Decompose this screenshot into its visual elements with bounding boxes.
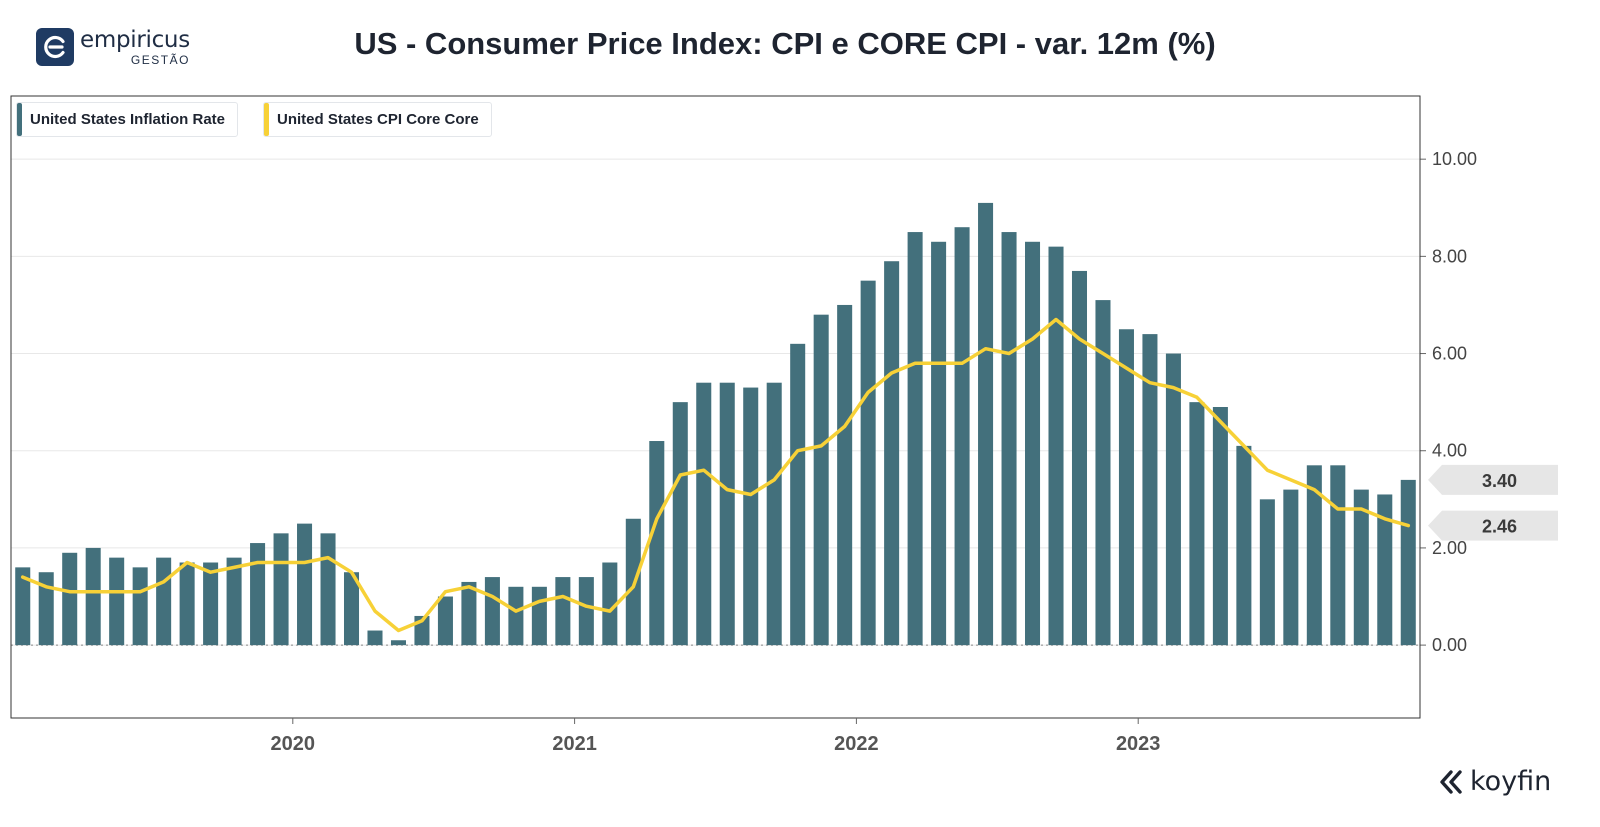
koyfin-wordmark: koyfin bbox=[1470, 766, 1552, 797]
legend-swatch-line bbox=[264, 103, 269, 136]
last-value-tag-core-label: 2.46 bbox=[1482, 517, 1517, 537]
bar bbox=[179, 562, 195, 646]
bar bbox=[38, 572, 54, 646]
bar bbox=[743, 387, 759, 646]
bar bbox=[437, 596, 453, 646]
empiricus-logo: empiricus GESTÃO bbox=[36, 28, 190, 66]
bar bbox=[1142, 334, 1158, 646]
bar bbox=[461, 581, 477, 646]
bar bbox=[343, 572, 360, 646]
y-tick-label: 4.00 bbox=[1432, 441, 1467, 461]
x-tick-label: 2023 bbox=[1116, 733, 1161, 755]
last-value-tag-core bbox=[1428, 510, 1558, 541]
bar bbox=[273, 533, 289, 646]
koyfin-logo: koyfin bbox=[1438, 766, 1551, 797]
bar bbox=[1095, 300, 1111, 646]
bar bbox=[508, 586, 524, 646]
legend-swatch-bar bbox=[17, 103, 22, 136]
last-value-tag-inflation bbox=[1428, 464, 1558, 495]
x-tick-label: 2022 bbox=[834, 733, 879, 755]
bar bbox=[1259, 499, 1275, 646]
y-tick-label: 10.00 bbox=[1432, 149, 1477, 169]
bar bbox=[1353, 489, 1369, 646]
plot-frame bbox=[10, 95, 1421, 719]
bar bbox=[1400, 479, 1416, 646]
bar bbox=[320, 533, 336, 646]
bar bbox=[203, 562, 219, 646]
bar bbox=[132, 567, 148, 646]
legend-item-core[interactable]: United States CPI Core Core bbox=[263, 102, 492, 137]
bar bbox=[1025, 241, 1041, 646]
bar bbox=[484, 577, 500, 646]
bar bbox=[1306, 465, 1322, 646]
last-value-tag-inflation-label: 3.40 bbox=[1482, 471, 1517, 491]
bar bbox=[672, 402, 688, 646]
koyfin-logo-icon bbox=[1440, 769, 1462, 794]
y-tick-label: 8.00 bbox=[1432, 246, 1467, 266]
bar bbox=[85, 547, 101, 646]
bar bbox=[297, 523, 313, 646]
bar bbox=[156, 557, 172, 646]
bar bbox=[1048, 246, 1064, 646]
brand-name: empiricus bbox=[80, 26, 190, 53]
legend-label: United States CPI Core Core bbox=[277, 111, 479, 128]
bar bbox=[109, 557, 125, 646]
bar bbox=[860, 280, 876, 646]
bar bbox=[1212, 407, 1228, 646]
bar bbox=[531, 586, 547, 646]
bar bbox=[766, 382, 782, 646]
bar bbox=[1236, 445, 1252, 646]
bar bbox=[226, 557, 242, 646]
bar bbox=[602, 562, 618, 646]
bar bbox=[954, 227, 970, 646]
legend-item-inflation[interactable]: United States Inflation Rate bbox=[16, 102, 239, 137]
y-tick-label: 2.00 bbox=[1432, 538, 1467, 558]
bar bbox=[1071, 270, 1088, 646]
bar bbox=[250, 543, 266, 646]
x-tick-label: 2020 bbox=[271, 733, 316, 755]
legend-label: United States Inflation Rate bbox=[30, 111, 226, 128]
bar bbox=[1189, 402, 1205, 646]
bar bbox=[15, 567, 31, 646]
bar bbox=[1001, 232, 1017, 646]
bar bbox=[884, 261, 900, 646]
bar bbox=[1165, 353, 1181, 646]
bar bbox=[696, 382, 712, 646]
bar bbox=[367, 630, 383, 646]
bar bbox=[390, 640, 406, 646]
bar bbox=[931, 241, 947, 646]
bar bbox=[1283, 489, 1299, 646]
y-tick-label: 0.00 bbox=[1432, 635, 1467, 655]
bar bbox=[837, 304, 853, 646]
bar bbox=[578, 577, 594, 646]
bar bbox=[719, 382, 735, 646]
bar bbox=[978, 202, 994, 646]
bar bbox=[649, 441, 665, 646]
bar bbox=[1377, 494, 1393, 646]
brand-subtitle: GESTÃO bbox=[130, 52, 190, 67]
bar bbox=[790, 343, 806, 646]
bar bbox=[555, 577, 571, 646]
x-tick-label: 2021 bbox=[552, 733, 597, 755]
core-cpi-line bbox=[20, 317, 1411, 633]
bar bbox=[62, 552, 78, 646]
bar bbox=[907, 232, 923, 646]
bar bbox=[813, 314, 829, 646]
chart-title: US - Consumer Price Index: CPI e CORE CP… bbox=[354, 26, 1216, 61]
empiricus-logo-icon bbox=[36, 28, 74, 66]
bar bbox=[1118, 329, 1134, 646]
bar bbox=[1330, 465, 1346, 646]
y-tick-label: 6.00 bbox=[1432, 344, 1467, 364]
